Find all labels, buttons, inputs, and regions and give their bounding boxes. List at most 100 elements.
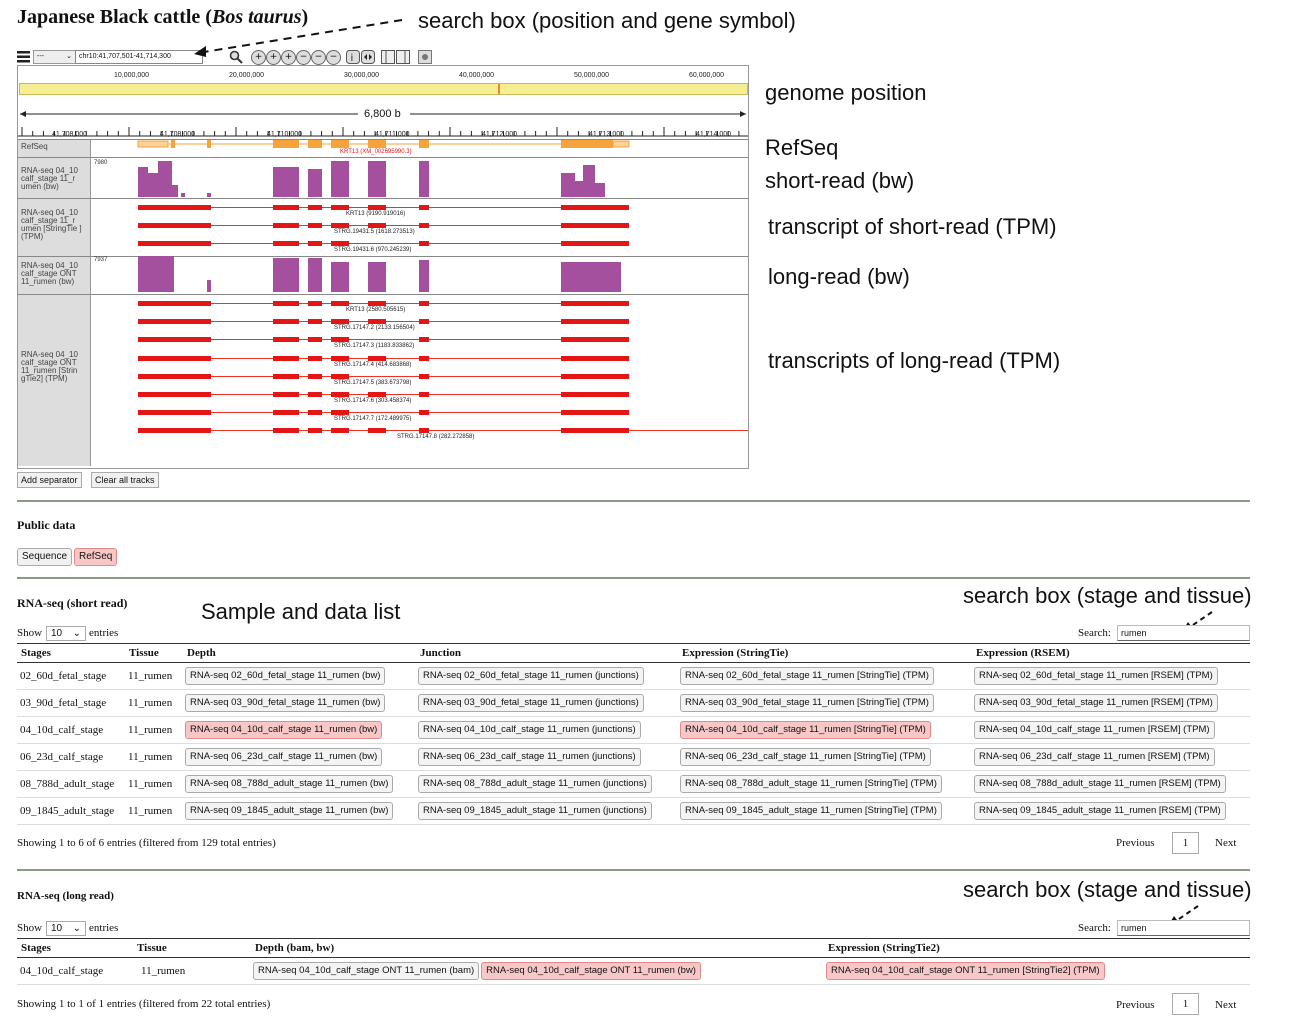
zoom-in-3x-icon[interactable]: + bbox=[251, 50, 266, 65]
coverage-peak bbox=[331, 262, 349, 292]
refseq-gene-model[interactable] bbox=[91, 139, 748, 157]
rsem-track-button[interactable]: RNA-seq 03_90d_fetal_stage 11_rumen [RSE… bbox=[974, 694, 1218, 712]
column-header-expression-stringtie2[interactable]: Expression (StringTie2) bbox=[824, 938, 1250, 958]
junction-track-button[interactable]: RNA-seq 04_10d_calf_stage 11_rumen (junc… bbox=[418, 721, 641, 739]
genome-select[interactable]: --- ⌄ bbox=[33, 50, 76, 64]
transcript-exon bbox=[419, 205, 429, 210]
short-read-transcripts[interactable]: KRT13 (9190.919016) STRG.19431.5 (1618.27… bbox=[91, 199, 748, 256]
track-label-refseq[interactable]: RefSeq bbox=[21, 142, 48, 151]
bw-track-button[interactable]: RNA-seq 04_10d_calf_stage ONT 11_rumen (… bbox=[481, 962, 701, 980]
settings-icon[interactable] bbox=[418, 50, 432, 64]
transcript-label: STRG.19431.6 (970.245239) bbox=[334, 247, 412, 253]
junction-track-button[interactable]: RNA-seq 09_1845_adult_stage 11_rumen (ju… bbox=[418, 802, 652, 820]
info-toggle-icon[interactable]: i bbox=[346, 50, 376, 64]
ideogram-tick: 30,000,000 bbox=[344, 72, 380, 79]
clear-all-tracks-button[interactable]: Clear all tracks bbox=[91, 472, 159, 488]
rsem-track-button[interactable]: RNA-seq 08_788d_adult_stage 11_rumen [RS… bbox=[974, 775, 1226, 793]
track-cell: RNA-seq 04_10d_calf_stage 11_rumen [Stri… bbox=[678, 716, 972, 744]
column-header-stages[interactable]: Stages bbox=[17, 643, 125, 663]
zoom-out-icon[interactable]: − bbox=[296, 50, 311, 65]
page-1-button[interactable]: 1 bbox=[1172, 832, 1199, 854]
search-icon[interactable] bbox=[229, 50, 243, 64]
stringtie-track-button[interactable]: RNA-seq 03_90d_fetal_stage 11_rumen [Str… bbox=[680, 694, 934, 712]
transcript-exon bbox=[368, 223, 386, 228]
column-header-junction[interactable]: Junction bbox=[416, 643, 678, 663]
junction-track-button[interactable]: RNA-seq 08_788d_adult_stage 11_rumen (ju… bbox=[418, 775, 652, 793]
genome-browser-panel[interactable]: 10,000,000 20,000,000 30,000,000 40,000,… bbox=[17, 65, 749, 469]
span-ruler bbox=[18, 104, 748, 126]
depth-track-button[interactable]: RNA-seq 03_90d_fetal_stage 11_rumen (bw) bbox=[185, 694, 386, 712]
chromosome-ideogram[interactable] bbox=[19, 83, 748, 95]
stage-cell: 03_90d_fetal_stage bbox=[17, 689, 125, 717]
search-label: Search: bbox=[1078, 627, 1111, 639]
long-read-info: Showing 1 to 1 of 1 entries (filtered fr… bbox=[17, 998, 271, 1010]
transcript-exon bbox=[138, 223, 210, 228]
depth-track-button[interactable]: RNA-seq 08_788d_adult_stage 11_rumen (bw… bbox=[185, 775, 394, 793]
zoom-in-icon[interactable]: + bbox=[281, 50, 296, 65]
stringtie2-track-button[interactable]: RNA-seq 04_10d_calf_stage ONT 11_rumen [… bbox=[826, 962, 1105, 980]
bam-track-button[interactable]: RNA-seq 04_10d_calf_stage ONT 11_rumen (… bbox=[253, 962, 480, 980]
rsem-track-button[interactable]: RNA-seq 02_60d_fetal_stage 11_rumen [RSE… bbox=[974, 667, 1218, 685]
depth-track-button[interactable]: RNA-seq 06_23d_calf_stage 11_rumen (bw) bbox=[185, 748, 383, 766]
long-read-coverage[interactable] bbox=[91, 256, 748, 294]
track-label-long-bw[interactable]: RNA-seq 04_10 calf_stage ONT 11_rumen (b… bbox=[21, 261, 78, 286]
track-label-long-tpm[interactable]: RNA-seq 04_10 calf_stage ONT 11_rumen [S… bbox=[21, 350, 78, 383]
column-header-tissue[interactable]: Tissue bbox=[125, 643, 183, 663]
page-length-select[interactable]: 10 ⌄ bbox=[46, 921, 86, 936]
page-length-label: Show bbox=[17, 627, 43, 639]
transcript-exon bbox=[207, 355, 211, 361]
short-read-coverage[interactable] bbox=[91, 159, 748, 198]
junction-track-button[interactable]: RNA-seq 02_60d_fetal_stage 11_rumen (jun… bbox=[418, 667, 644, 685]
column-header-tissue[interactable]: Tissue bbox=[133, 938, 251, 958]
stringtie-track-button[interactable]: RNA-seq 09_1845_adult_stage 11_rumen [St… bbox=[680, 802, 942, 820]
short-read-search-input[interactable]: rumen bbox=[1117, 625, 1250, 641]
stringtie-track-button[interactable]: RNA-seq 08_788d_adult_stage 11_rumen [St… bbox=[680, 775, 942, 793]
column-header-expression-rsem[interactable]: Expression (RSEM) bbox=[972, 643, 1250, 663]
transcript-label: STRG.17147.4 (414.683868) bbox=[334, 361, 412, 368]
stringtie-track-button[interactable]: RNA-seq 02_60d_fetal_stage 11_rumen [Str… bbox=[680, 667, 934, 685]
long-read-search-input[interactable]: rumen bbox=[1117, 920, 1250, 936]
menu-icon[interactable] bbox=[17, 50, 31, 63]
section-divider bbox=[17, 577, 1250, 579]
transcript-exon bbox=[273, 428, 299, 434]
previous-page-button[interactable]: Previous bbox=[1116, 999, 1155, 1011]
depth-track-button[interactable]: RNA-seq 04_10d_calf_stage 11_rumen (bw) bbox=[185, 721, 383, 739]
column-header-depth[interactable]: Depth (bam, bw) bbox=[251, 938, 824, 958]
column-header-expression-stringtie[interactable]: Expression (StringTie) bbox=[678, 643, 972, 663]
track-label-short-tpm[interactable]: RNA-seq 04_10 calf_stage 11_r umen [Stri… bbox=[21, 208, 82, 241]
next-page-button[interactable]: Next bbox=[1215, 999, 1237, 1011]
long-read-title: RNA-seq (long read) bbox=[17, 890, 114, 902]
track-cell: RNA-seq 02_60d_fetal_stage 11_rumen [RSE… bbox=[972, 662, 1250, 690]
annotation-refseq: RefSeq bbox=[765, 135, 839, 160]
zoom-out-2x-icon[interactable]: − bbox=[311, 50, 326, 65]
column-header-stages[interactable]: Stages bbox=[17, 938, 133, 958]
transcript-exon bbox=[273, 205, 299, 210]
page-length-select[interactable]: 10 ⌄ bbox=[46, 626, 86, 641]
junction-track-button[interactable]: RNA-seq 06_23d_calf_stage 11_rumen (junc… bbox=[418, 748, 641, 766]
previous-page-button[interactable]: Previous bbox=[1116, 837, 1155, 849]
annotation-short-read-bw: short-read (bw) bbox=[765, 168, 915, 193]
layout-icon[interactable] bbox=[381, 50, 411, 64]
rsem-track-button[interactable]: RNA-seq 06_23d_calf_stage 11_rumen [RSEM… bbox=[974, 748, 1215, 766]
zoom-out-3x-icon[interactable]: − bbox=[326, 50, 341, 65]
rsem-track-button[interactable]: RNA-seq 04_10d_calf_stage 11_rumen [RSEM… bbox=[974, 721, 1215, 739]
zoom-in-2x-icon[interactable]: + bbox=[266, 50, 281, 65]
refseq-track-button[interactable]: RefSeq bbox=[74, 548, 118, 566]
page-1-button[interactable]: 1 bbox=[1172, 993, 1199, 1015]
track-cell: RNA-seq 03_90d_fetal_stage 11_rumen (bw) bbox=[183, 689, 416, 717]
track-cell: RNA-seq 04_10d_calf_stage ONT 11_rumen (… bbox=[251, 957, 824, 985]
stringtie-track-button[interactable]: RNA-seq 04_10d_calf_stage 11_rumen [Stri… bbox=[680, 721, 931, 739]
long-read-transcripts[interactable]: KRT13 (2580.505615) STRG.17147.2 (2133.15… bbox=[91, 295, 748, 443]
depth-track-button[interactable]: RNA-seq 09_1845_adult_stage 11_rumen (bw… bbox=[185, 802, 394, 820]
rsem-track-button[interactable]: RNA-seq 09_1845_adult_stage 11_rumen [RS… bbox=[974, 802, 1226, 820]
junction-track-button[interactable]: RNA-seq 03_90d_fetal_stage 11_rumen (jun… bbox=[418, 694, 644, 712]
next-page-button[interactable]: Next bbox=[1215, 837, 1237, 849]
column-header-depth[interactable]: Depth bbox=[183, 643, 416, 663]
track-label-short-bw[interactable]: RNA-seq 04_10 calf_stage 11_r umen (bw) bbox=[21, 166, 78, 191]
depth-track-button[interactable]: RNA-seq 02_60d_fetal_stage 11_rumen (bw) bbox=[185, 667, 386, 685]
location-search-input[interactable]: chr10:41,707,501-41,714,300 bbox=[75, 50, 203, 64]
ideogram-tick: 10,000,000 bbox=[114, 72, 150, 79]
add-separator-button[interactable]: Add separator bbox=[17, 472, 82, 488]
stringtie-track-button[interactable]: RNA-seq 06_23d_calf_stage 11_rumen [Stri… bbox=[680, 748, 931, 766]
sequence-track-button[interactable]: Sequence bbox=[17, 548, 73, 566]
